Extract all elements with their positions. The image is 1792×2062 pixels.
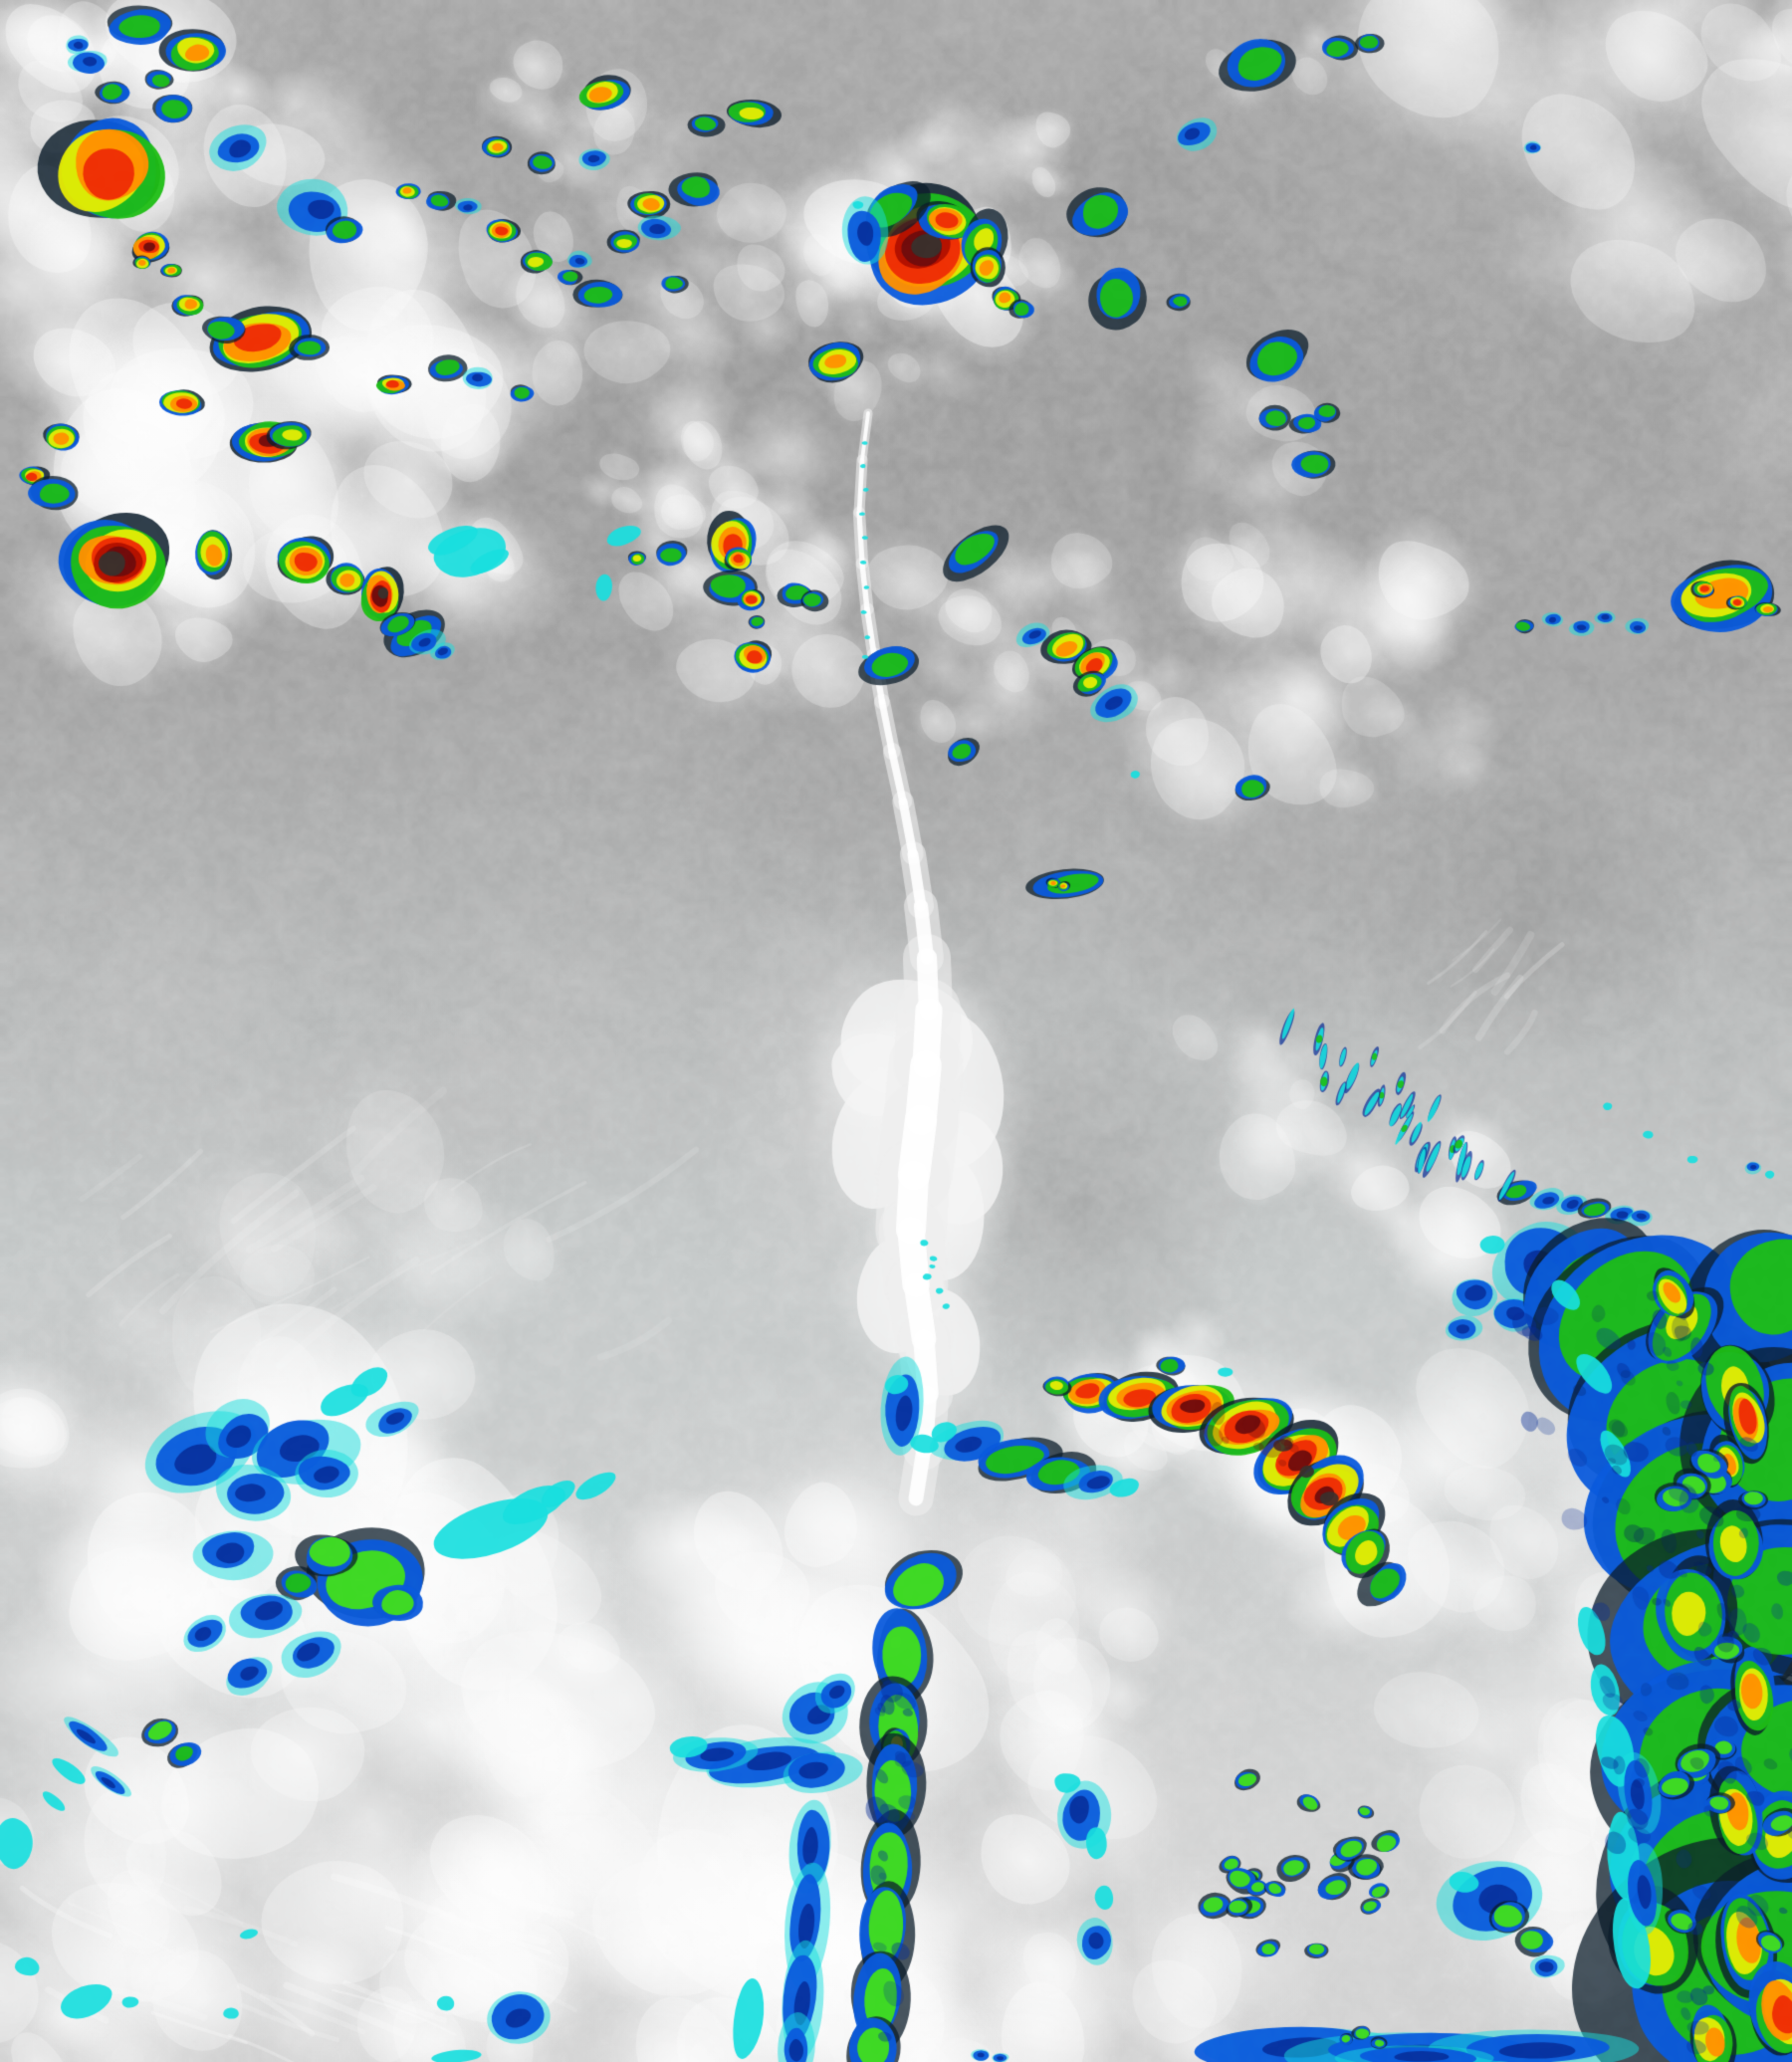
satellite-image-view: [0, 0, 1792, 2062]
ir-satellite-canvas: [0, 0, 1792, 2062]
